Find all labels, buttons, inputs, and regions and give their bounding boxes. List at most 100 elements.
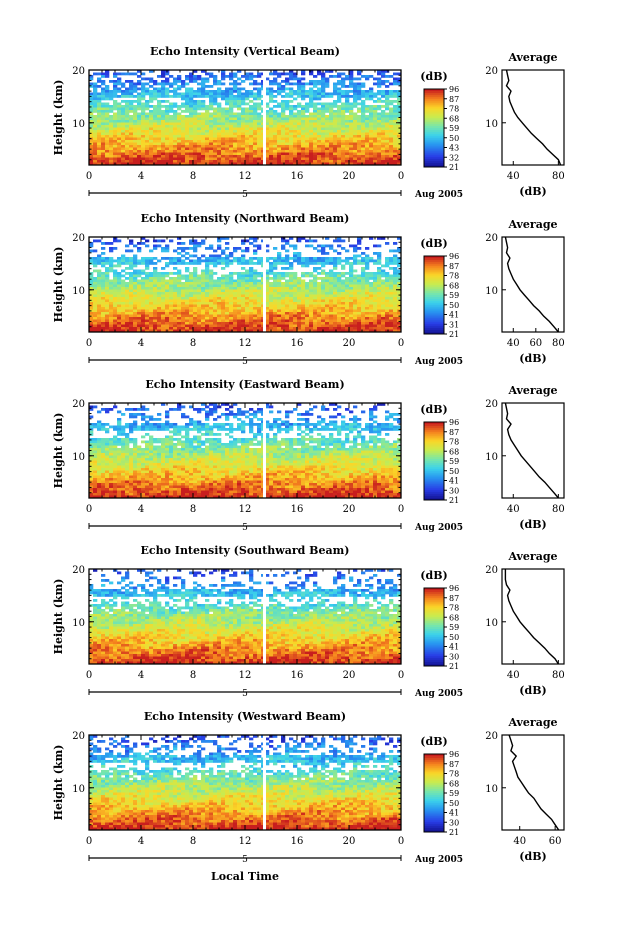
panel-title: Echo Intensity (Northward Beam) — [141, 212, 350, 225]
profile-y-tick-label: 20 — [485, 66, 498, 77]
date-label: Aug 2005 — [414, 523, 463, 533]
colorbar-tick-label: 30 — [449, 486, 459, 495]
profile-y-tick-label: 10 — [485, 452, 498, 463]
profile-frame — [501, 734, 565, 831]
colorbar-unit: (dB) — [420, 735, 447, 748]
colorbar-tick-label: 41 — [449, 809, 459, 818]
profile-x-label: (dB) — [519, 352, 546, 365]
profile-x-tick-label: 40 — [513, 836, 526, 847]
colorbar-tick-label: 87 — [449, 594, 459, 603]
colorbar-tick-label: 21 — [449, 496, 459, 505]
profile-x-label: (dB) — [519, 185, 546, 198]
x-tick-label: 16 — [291, 171, 304, 182]
x-tick-label: 4 — [138, 504, 144, 515]
profile-y-tick-label: 20 — [485, 565, 498, 576]
colorbar-tick-label: 59 — [449, 124, 459, 133]
panel-5: Echo Intensity (Westward Beam) 20 10 Height… — [52, 710, 565, 865]
colorbar-tick-label: 87 — [449, 760, 459, 769]
data-gap — [263, 237, 266, 332]
panel-4: Echo Intensity (Southward Beam) 20 10 Heigh… — [52, 544, 565, 699]
date-label: Aug 2005 — [414, 357, 463, 367]
colorbar-tick-label: 59 — [449, 457, 459, 466]
data-gap — [263, 403, 266, 498]
y-axis-label: Height (km) — [52, 247, 65, 323]
profile-line — [508, 734, 560, 831]
colorbar-unit: (dB) — [420, 237, 447, 250]
colorbar-tick-label: 41 — [449, 643, 459, 652]
panel-title: Echo Intensity (Eastward Beam) — [145, 378, 344, 391]
profile-line — [504, 236, 559, 333]
colorbar-tick-label: 30 — [449, 818, 459, 827]
profile-title: Average — [507, 384, 557, 397]
profile-x-tick-label: 40 — [507, 171, 520, 182]
panel-3: Echo Intensity (Eastward Beam) 20 10 Height… — [52, 378, 565, 533]
profile-frame — [501, 402, 565, 499]
x-tick-label: 4 — [138, 670, 144, 681]
x-tick-label: 8 — [190, 670, 196, 681]
colorbar-tick-label: 59 — [449, 789, 459, 798]
profile-line — [504, 402, 559, 499]
colorbar-tick-label: 87 — [449, 428, 459, 437]
date-marker: 5 — [242, 357, 248, 367]
profile-x-label: (dB) — [519, 850, 546, 863]
x-tick-label: 8 — [190, 836, 196, 847]
colorbar-tick-label: 50 — [449, 467, 459, 476]
profile-x-tick-label: 80 — [552, 171, 565, 182]
x-tick-label: 12 — [239, 171, 252, 182]
colorbar-tick-label: 43 — [449, 144, 459, 153]
x-tick-label: 0 — [398, 338, 404, 349]
heatmap-cells — [89, 70, 402, 166]
colorbar-tick-label: 96 — [449, 750, 459, 759]
x-tick-label: 0 — [86, 504, 92, 515]
heatmap-cells — [89, 569, 402, 665]
colorbar-tick-label: 78 — [449, 105, 459, 114]
colorbar-tick-label: 78 — [449, 770, 459, 779]
colorbar-tick-label: 21 — [449, 828, 459, 837]
profile-x-tick-label: 40 — [507, 504, 520, 515]
panel-title: Echo Intensity (Vertical Beam) — [150, 45, 340, 58]
x-tick-label: 0 — [86, 670, 92, 681]
x-tick-label: 20 — [343, 171, 356, 182]
profile-x-tick-label: 80 — [552, 504, 565, 515]
date-label: Aug 2005 — [414, 190, 463, 200]
profile-x-tick-label: 40 — [507, 670, 520, 681]
profile-x-label: (dB) — [519, 518, 546, 531]
y-tick-label: 10 — [72, 286, 85, 297]
colorbar-tick-label: 68 — [449, 447, 459, 456]
colorbar-tick-label: 68 — [449, 114, 459, 123]
colorbar-unit: (dB) — [420, 569, 447, 582]
x-tick-label: 0 — [398, 504, 404, 515]
data-gap — [263, 569, 266, 664]
profile-title: Average — [507, 550, 557, 563]
colorbar-tick-label: 59 — [449, 623, 459, 632]
profile-line — [505, 69, 562, 166]
x-tick-label: 20 — [343, 670, 356, 681]
x-tick-label: 8 — [190, 171, 196, 182]
profile-x-tick-label: 60 — [549, 836, 562, 847]
x-tick-label: 12 — [239, 504, 252, 515]
profile-x-tick-label: 60 — [529, 338, 542, 349]
colorbar-tick-label: 59 — [449, 291, 459, 300]
date-marker: 5 — [242, 855, 248, 865]
colorbar-tick-label: 78 — [449, 438, 459, 447]
x-tick-label: 0 — [86, 338, 92, 349]
colorbar-tick-label: 68 — [449, 613, 459, 622]
y-tick-label: 20 — [72, 66, 85, 77]
y-tick-label: 10 — [72, 618, 85, 629]
x-tick-label: 8 — [190, 338, 196, 349]
x-tick-label: 20 — [343, 338, 356, 349]
date-marker: 5 — [242, 190, 248, 200]
colorbar-tick-label: 96 — [449, 252, 459, 261]
profile-frame — [501, 236, 565, 333]
y-tick-label: 10 — [72, 784, 85, 795]
profile-y-tick-label: 10 — [485, 784, 498, 795]
profile-title: Average — [507, 716, 557, 729]
y-axis-label: Height (km) — [52, 579, 65, 655]
data-gap — [263, 70, 266, 165]
x-tick-label: 12 — [239, 338, 252, 349]
profile-y-tick-label: 10 — [485, 618, 498, 629]
x-tick-label: 12 — [239, 836, 252, 847]
x-axis-label: Local Time — [211, 870, 279, 883]
x-tick-label: 0 — [86, 171, 92, 182]
